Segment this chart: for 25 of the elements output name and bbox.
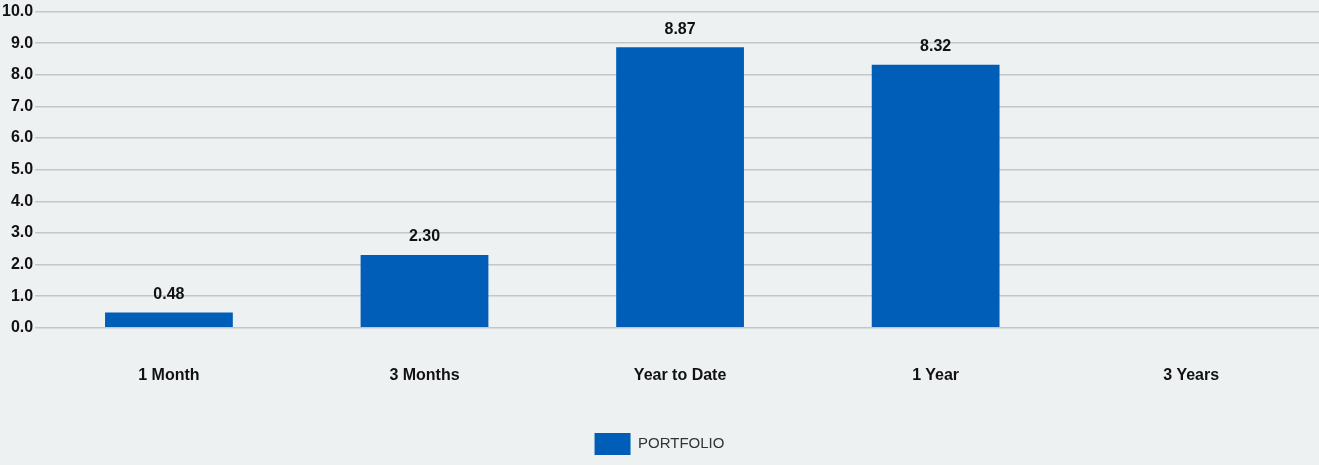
bar <box>360 255 489 328</box>
x-tick-label: 3 Years <box>1163 365 1220 383</box>
y-tick-label: 9.0 <box>10 33 34 51</box>
y-tick-label: 5.0 <box>10 160 34 178</box>
data-label: 2.30 <box>408 227 441 245</box>
y-tick-label: 8.0 <box>10 65 34 83</box>
y-tick-label: 7.0 <box>10 96 34 114</box>
bar <box>105 312 233 328</box>
y-tick-label: 1.0 <box>10 286 34 304</box>
x-tick-label: 1 Year <box>912 365 960 383</box>
y-tick-label: 3.0 <box>10 223 34 241</box>
bar <box>871 64 1000 328</box>
y-tick-label: 2.0 <box>10 254 34 272</box>
y-tick-label: 0.0 <box>10 318 34 336</box>
x-tick-label: Year to Date <box>633 365 727 383</box>
y-tick-label: 4.0 <box>10 191 34 209</box>
legend-label: PORTFOLIO <box>638 434 725 452</box>
x-tick-label: 3 Months <box>389 365 460 383</box>
data-label: 8.87 <box>664 19 696 37</box>
bar <box>616 47 744 328</box>
y-tick-label: 10.0 <box>2 2 34 20</box>
data-label: 0.48 <box>153 285 185 303</box>
y-tick-label: 6.0 <box>10 128 34 146</box>
data-label: 8.32 <box>920 37 952 55</box>
x-tick-label: 1 Month <box>138 365 200 383</box>
